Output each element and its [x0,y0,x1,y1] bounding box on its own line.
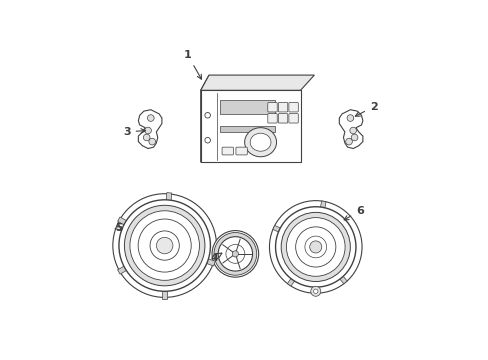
Circle shape [138,219,191,272]
Circle shape [309,241,321,253]
Circle shape [212,231,258,277]
FancyBboxPatch shape [278,103,287,112]
Text: 5: 5 [115,222,122,233]
Bar [200,90,300,162]
Circle shape [218,237,252,271]
Circle shape [281,212,349,282]
Polygon shape [138,110,162,149]
Circle shape [310,286,320,296]
Circle shape [204,138,210,143]
Circle shape [305,236,326,258]
Bar [220,126,274,132]
Circle shape [232,251,238,257]
Circle shape [349,127,356,134]
Text: 2: 2 [355,102,377,116]
FancyBboxPatch shape [288,103,298,112]
Polygon shape [338,275,346,284]
Text: 1: 1 [183,50,201,79]
Circle shape [350,134,357,141]
Circle shape [113,194,216,297]
Text: 3: 3 [123,127,145,137]
Polygon shape [162,290,167,298]
Circle shape [130,211,199,280]
Ellipse shape [244,128,276,157]
Polygon shape [272,225,281,233]
Polygon shape [117,217,127,226]
Circle shape [346,115,353,121]
FancyBboxPatch shape [267,114,277,123]
Ellipse shape [250,133,270,151]
Polygon shape [166,193,171,202]
Circle shape [124,205,204,286]
Circle shape [144,127,151,134]
FancyBboxPatch shape [222,147,233,155]
Circle shape [295,227,335,267]
FancyBboxPatch shape [288,114,298,123]
Circle shape [119,200,210,291]
Bar [220,100,274,114]
Circle shape [150,231,179,260]
Polygon shape [117,265,127,274]
Circle shape [156,237,173,254]
Circle shape [204,112,210,118]
Polygon shape [287,277,295,286]
Polygon shape [200,75,314,90]
Circle shape [148,138,155,145]
FancyBboxPatch shape [235,147,247,155]
Circle shape [269,201,361,293]
Circle shape [286,217,345,276]
Circle shape [313,289,317,293]
Circle shape [143,134,150,141]
Circle shape [214,233,256,275]
Polygon shape [200,75,208,162]
Circle shape [147,115,154,121]
Polygon shape [320,201,325,210]
Circle shape [275,207,355,287]
Text: 6: 6 [344,206,363,220]
Polygon shape [339,110,362,149]
Polygon shape [205,258,215,266]
Text: 4: 4 [210,253,222,263]
FancyBboxPatch shape [278,114,287,123]
FancyBboxPatch shape [267,103,277,112]
Circle shape [345,138,352,145]
